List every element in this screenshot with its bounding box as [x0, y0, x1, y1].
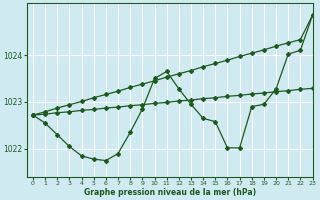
X-axis label: Graphe pression niveau de la mer (hPa): Graphe pression niveau de la mer (hPa) — [84, 188, 256, 197]
